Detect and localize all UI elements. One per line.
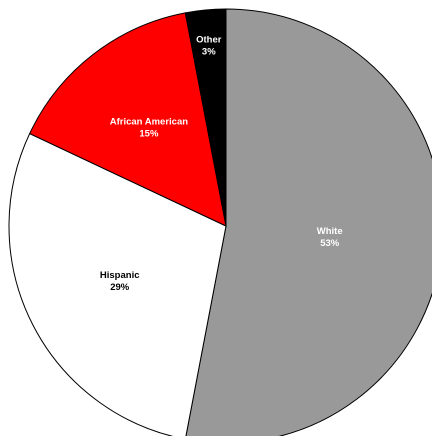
pie-slice-other (184, 8, 227, 227)
pie-labels: White 53% Hispanic 29% African American 15% Ot… (100, 35, 343, 294)
pie-label-white: White 53% (317, 226, 343, 249)
pie-label-other: Other 3% (196, 35, 222, 58)
slice-category-label: Hispanic (100, 270, 140, 281)
pie-slice-african-american (28, 12, 227, 227)
slice-value-label: 29% (110, 282, 130, 293)
slice-category-label: African American (110, 117, 189, 128)
slice-value-label: 3% (202, 47, 216, 58)
slice-category-label: White (317, 226, 343, 237)
pie-slice-white (185, 8, 432, 436)
slice-value-label: 53% (320, 238, 340, 249)
pie-label-african-american: African American 15% (110, 117, 189, 140)
pie-slices (8, 8, 432, 436)
pie-slice-hispanic (8, 132, 227, 436)
slice-category-label: Other (196, 35, 222, 46)
pie-label-hispanic: Hispanic 29% (100, 270, 140, 293)
slice-value-label: 15% (139, 129, 159, 140)
